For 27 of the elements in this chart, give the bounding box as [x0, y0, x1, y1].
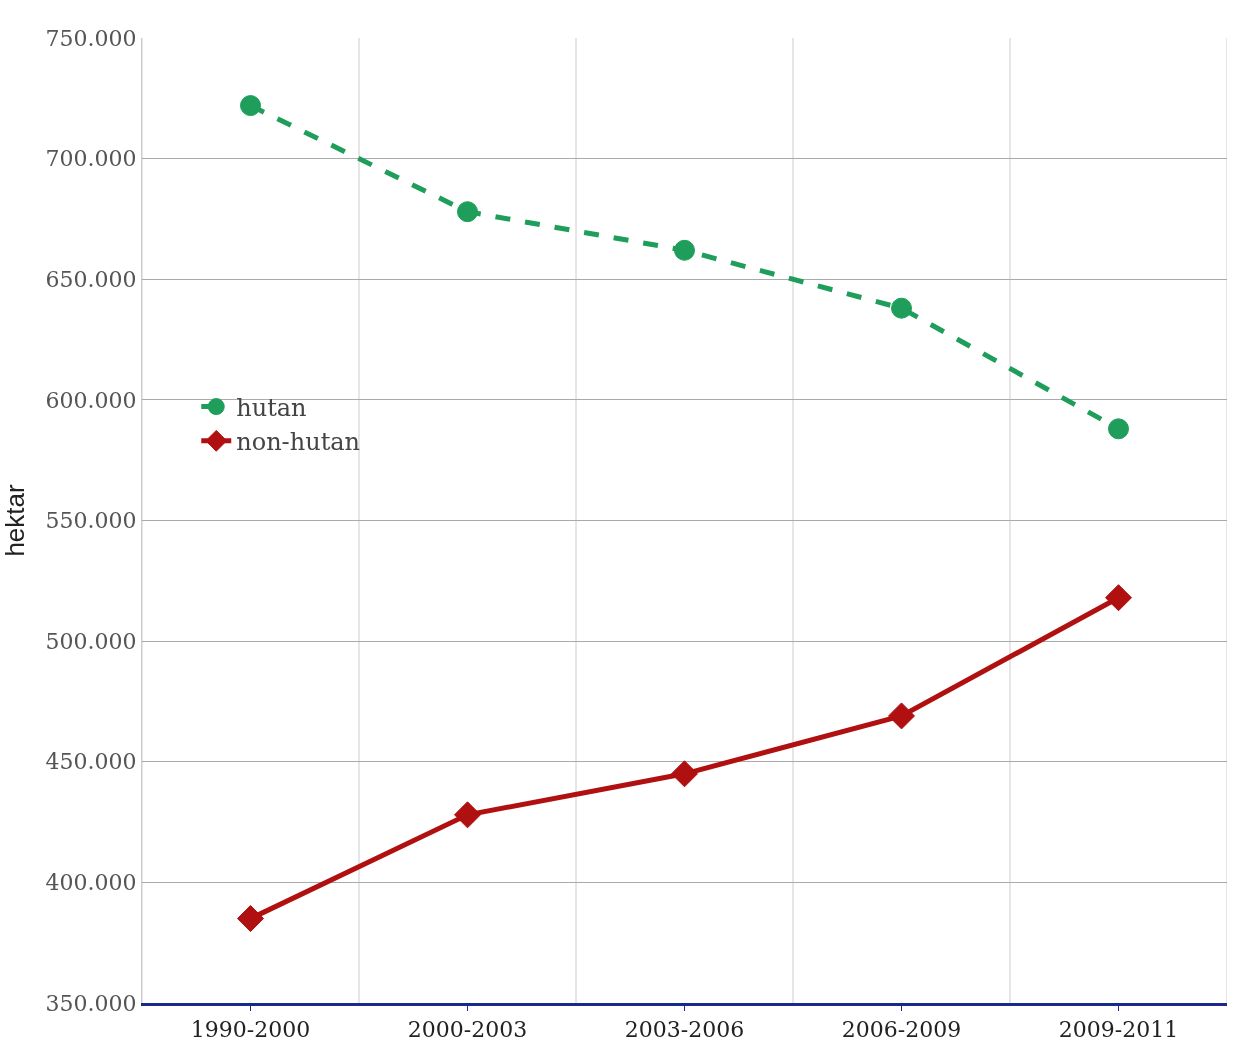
y-tick-label: 650.000 [45, 266, 137, 292]
point [888, 702, 915, 730]
point [1105, 584, 1132, 612]
x-tick-label: 2006-2009 [841, 1017, 962, 1043]
x-tick-label: 2000-2003 [407, 1017, 528, 1043]
y-tick-label: 550.000 [45, 508, 137, 534]
point [240, 95, 261, 117]
point [674, 239, 695, 261]
y-tick-label: 500.000 [45, 628, 137, 654]
point [237, 905, 264, 933]
x-tick-label: 2003-2006 [624, 1017, 745, 1043]
y-tick-label: 400.000 [45, 870, 137, 896]
point [671, 760, 698, 788]
x-tick-label: 1990-2000 [190, 1017, 311, 1043]
legend-label: hutan [236, 393, 307, 422]
y-axis-title: hektar [0, 484, 30, 557]
point [454, 801, 481, 829]
point [457, 201, 478, 223]
legend-label: non-hutan [236, 428, 361, 457]
y-tick-label: 450.000 [45, 749, 137, 775]
point [1108, 418, 1129, 440]
y-tick-label: 350.000 [45, 990, 137, 1016]
y-tick-label: 600.000 [45, 387, 137, 413]
y-tick-label: 750.000 [45, 25, 137, 51]
y-tick-label: 700.000 [45, 146, 137, 172]
point [891, 297, 912, 319]
x-tick-label: 2009-2011 [1058, 1017, 1179, 1043]
